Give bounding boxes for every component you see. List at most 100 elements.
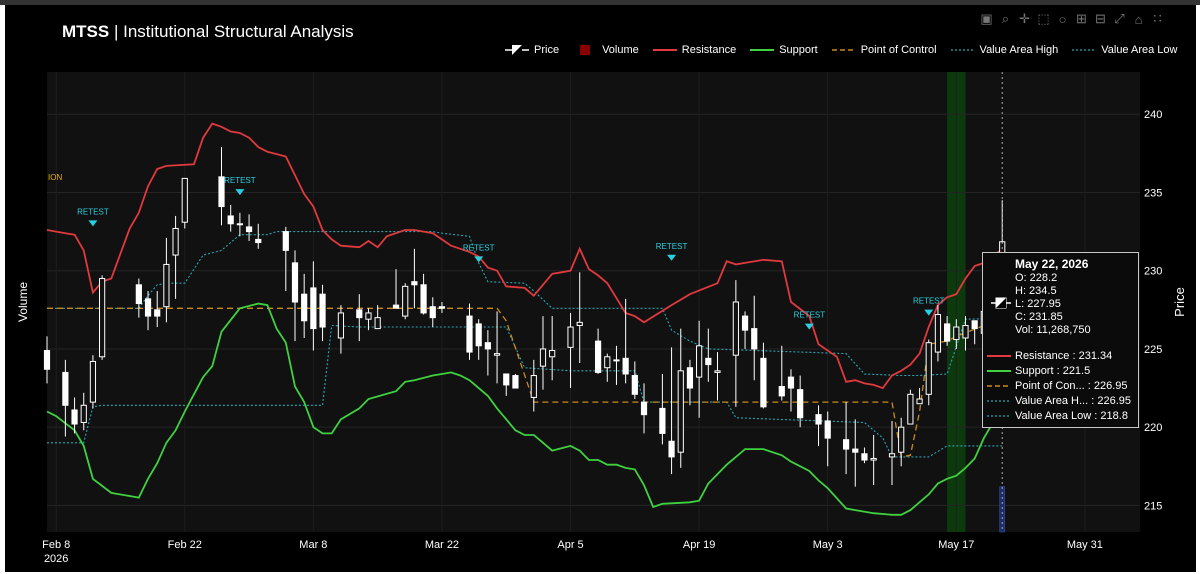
candle [512,373,519,389]
candle-body [80,404,87,423]
candle [411,248,418,309]
candle [787,369,795,412]
x-tick-year: 2026 [44,553,68,565]
home-icon[interactable]: ⌂ [1134,11,1143,27]
price-chart[interactable]: 215 220 225 230 235 240 Feb 8 2026 Feb 22 Mar 8 Ma… [5,5,1196,572]
chart-title: MTSS | Institutional Structural Analysis [62,22,354,42]
legend-item-resistance[interactable]: Resistance [652,44,736,56]
candle-body [714,370,721,373]
candle-body [870,457,877,461]
candle [962,316,969,351]
candle [310,261,317,351]
title-subtitle: Institutional Structural Analysis [123,22,354,41]
candle-body [493,353,501,356]
candle-body [705,357,712,366]
retest-marker [235,189,245,196]
legend-item-support[interactable]: Support [750,44,818,56]
tooltip-volume: Vol: 11,268,750 [1015,324,1091,336]
candle [842,402,850,475]
candle-body [438,306,446,309]
tooltip-poc: Point of Con... : 226.95 [987,380,1128,392]
autoscale-icon[interactable]: ⤢ [1114,11,1125,26]
candle-body [62,371,69,406]
candle [567,312,574,389]
candle-body [71,409,78,425]
legend-label: Support [779,44,818,56]
candle [218,147,225,226]
tooltip-date: May 22, 2026 [1015,257,1089,271]
plotly-logo-icon[interactable]: ∷ [1153,11,1162,26]
candle [154,291,161,328]
candle-body [319,293,326,328]
candle [43,336,51,384]
candle [576,272,583,364]
candle [751,295,758,381]
plot-background [47,72,1140,532]
candle [696,320,703,418]
candle-body [787,376,795,389]
y-tick-label: 215 [1144,500,1162,512]
lasso-icon[interactable]: ○ [1058,11,1067,27]
zoom-out-icon[interactable]: ⊟ [1095,11,1106,26]
candle-body [576,321,583,326]
candle-body [953,326,960,341]
candle-body [668,440,675,458]
support-swatch-icon [987,370,1011,372]
retest-marker [804,323,814,330]
candle [503,373,510,396]
candle [466,303,473,360]
tooltip-resistance-text: Resistance : 231.34 [1015,350,1113,362]
zoom-in-icon[interactable]: ⊞ [1076,11,1087,26]
candle [438,302,446,313]
candle [916,388,923,405]
candle [301,273,308,338]
legend-item-value-area-low[interactable]: Value Area Low [1072,44,1177,56]
candle [631,361,638,400]
retest-marker [474,256,484,263]
legend-item-point-of-control[interactable]: Point of Control [831,44,937,56]
volume-bar [999,486,1006,533]
candle [236,212,243,237]
x-tick-label: Mar 22 [425,539,459,551]
resistance-swatch-icon [652,49,677,51]
retest-marker [88,220,98,227]
candle-body [530,375,537,398]
candle [539,316,547,390]
legend-item-volume[interactable]: Volume [573,44,639,56]
legend-item-price[interactable]: Price [505,44,559,56]
candle-body [310,287,317,330]
pan-icon[interactable]: ✛ [1019,11,1030,26]
volume-swatch-icon [580,45,591,55]
zoom-icon[interactable]: ⌕ [1001,11,1010,26]
candle [907,389,914,425]
y-tick-label: 225 [1144,344,1162,356]
candle-body [411,281,418,286]
candle-body [154,309,161,317]
candle [852,419,859,487]
candle-body [659,407,666,434]
legend-label: Value Area High [979,44,1059,56]
candle [870,434,877,486]
candle-body [374,317,381,330]
title-separator: | [113,22,119,41]
candle [71,397,78,434]
candle [493,311,501,384]
candle [778,345,785,401]
camera-icon[interactable]: ▣ [980,11,993,26]
candle-body [402,285,409,317]
candle-body [916,398,923,405]
candle-body [301,293,308,322]
legend-item-value-area-high[interactable]: Value Area High [950,44,1059,56]
candle-body [227,215,234,225]
candle-body [686,367,694,389]
candle [594,328,602,374]
candle [135,278,142,318]
tooltip-low: L: 227.95 [1015,298,1061,310]
retest-marker [924,309,934,316]
candle-body [503,373,510,386]
box-select-icon[interactable]: ⬚ [1037,11,1050,26]
support-line [46,302,1004,516]
y-tick-label: 220 [1144,422,1162,434]
candle [686,359,694,406]
tooltip-open: O: 228.2 [1015,272,1058,284]
